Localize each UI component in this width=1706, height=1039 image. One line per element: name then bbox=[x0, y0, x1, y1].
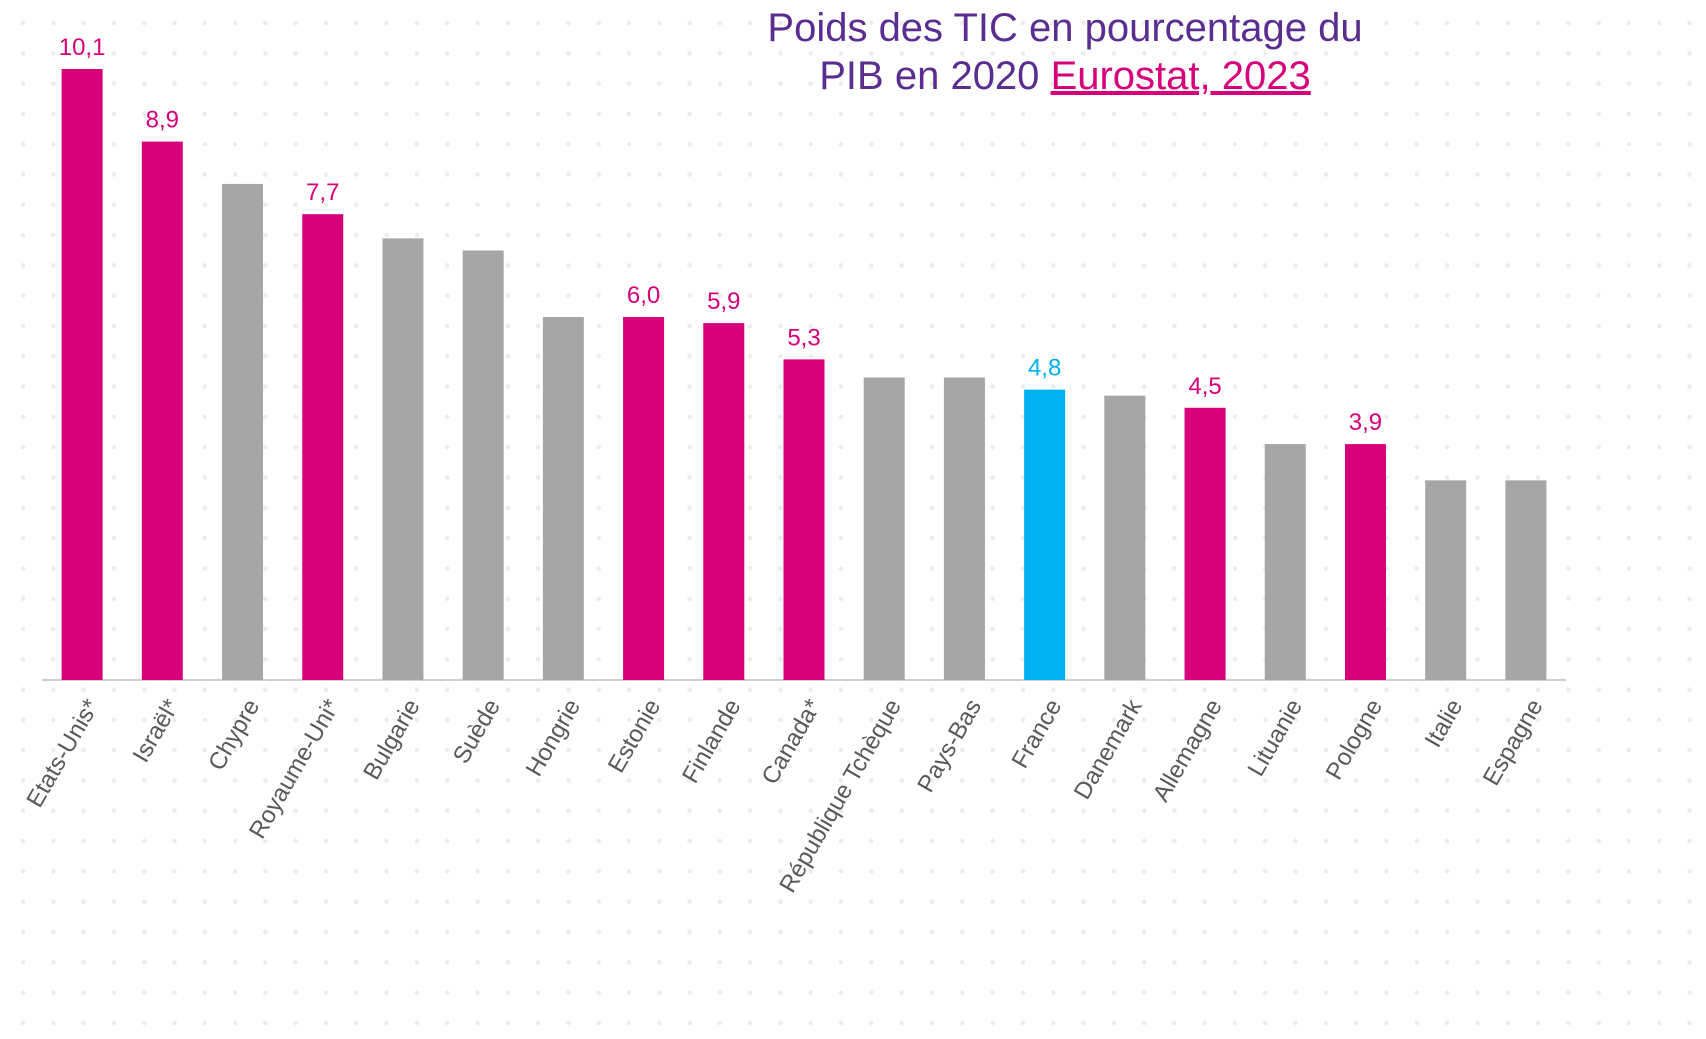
title-block: Poids des TIC en pourcentage du PIB en 2… bbox=[735, 4, 1395, 100]
bar bbox=[1505, 480, 1547, 680]
value-label: 4,8 bbox=[1028, 355, 1061, 382]
value-label: 10,1 bbox=[59, 34, 106, 61]
bar bbox=[61, 69, 103, 680]
bar bbox=[382, 238, 424, 680]
bar bbox=[462, 250, 504, 680]
bar bbox=[1104, 395, 1146, 680]
bar bbox=[141, 141, 183, 680]
bar bbox=[783, 359, 825, 680]
chart-title: Poids des TIC en pourcentage du PIB en 2… bbox=[767, 6, 1363, 98]
source-link[interactable]: Eurostat, 2023 bbox=[1050, 54, 1311, 98]
bar bbox=[222, 183, 264, 680]
value-label: 4,5 bbox=[1188, 373, 1221, 400]
bar bbox=[1184, 407, 1226, 680]
bar bbox=[1425, 480, 1467, 680]
value-label: 5,3 bbox=[787, 324, 820, 351]
bar bbox=[1264, 444, 1306, 680]
value-label: 8,9 bbox=[146, 107, 179, 134]
value-label: 7,7 bbox=[306, 179, 339, 206]
bar bbox=[1024, 389, 1066, 680]
bar bbox=[943, 377, 985, 680]
value-label: 5,9 bbox=[707, 288, 740, 315]
bar bbox=[703, 323, 745, 680]
bar bbox=[1344, 444, 1386, 680]
bar bbox=[623, 317, 665, 680]
bar bbox=[302, 214, 344, 681]
bar bbox=[542, 317, 584, 680]
bar bbox=[863, 377, 905, 680]
value-label: 6,0 bbox=[627, 282, 660, 309]
value-label: 3,9 bbox=[1349, 409, 1382, 436]
